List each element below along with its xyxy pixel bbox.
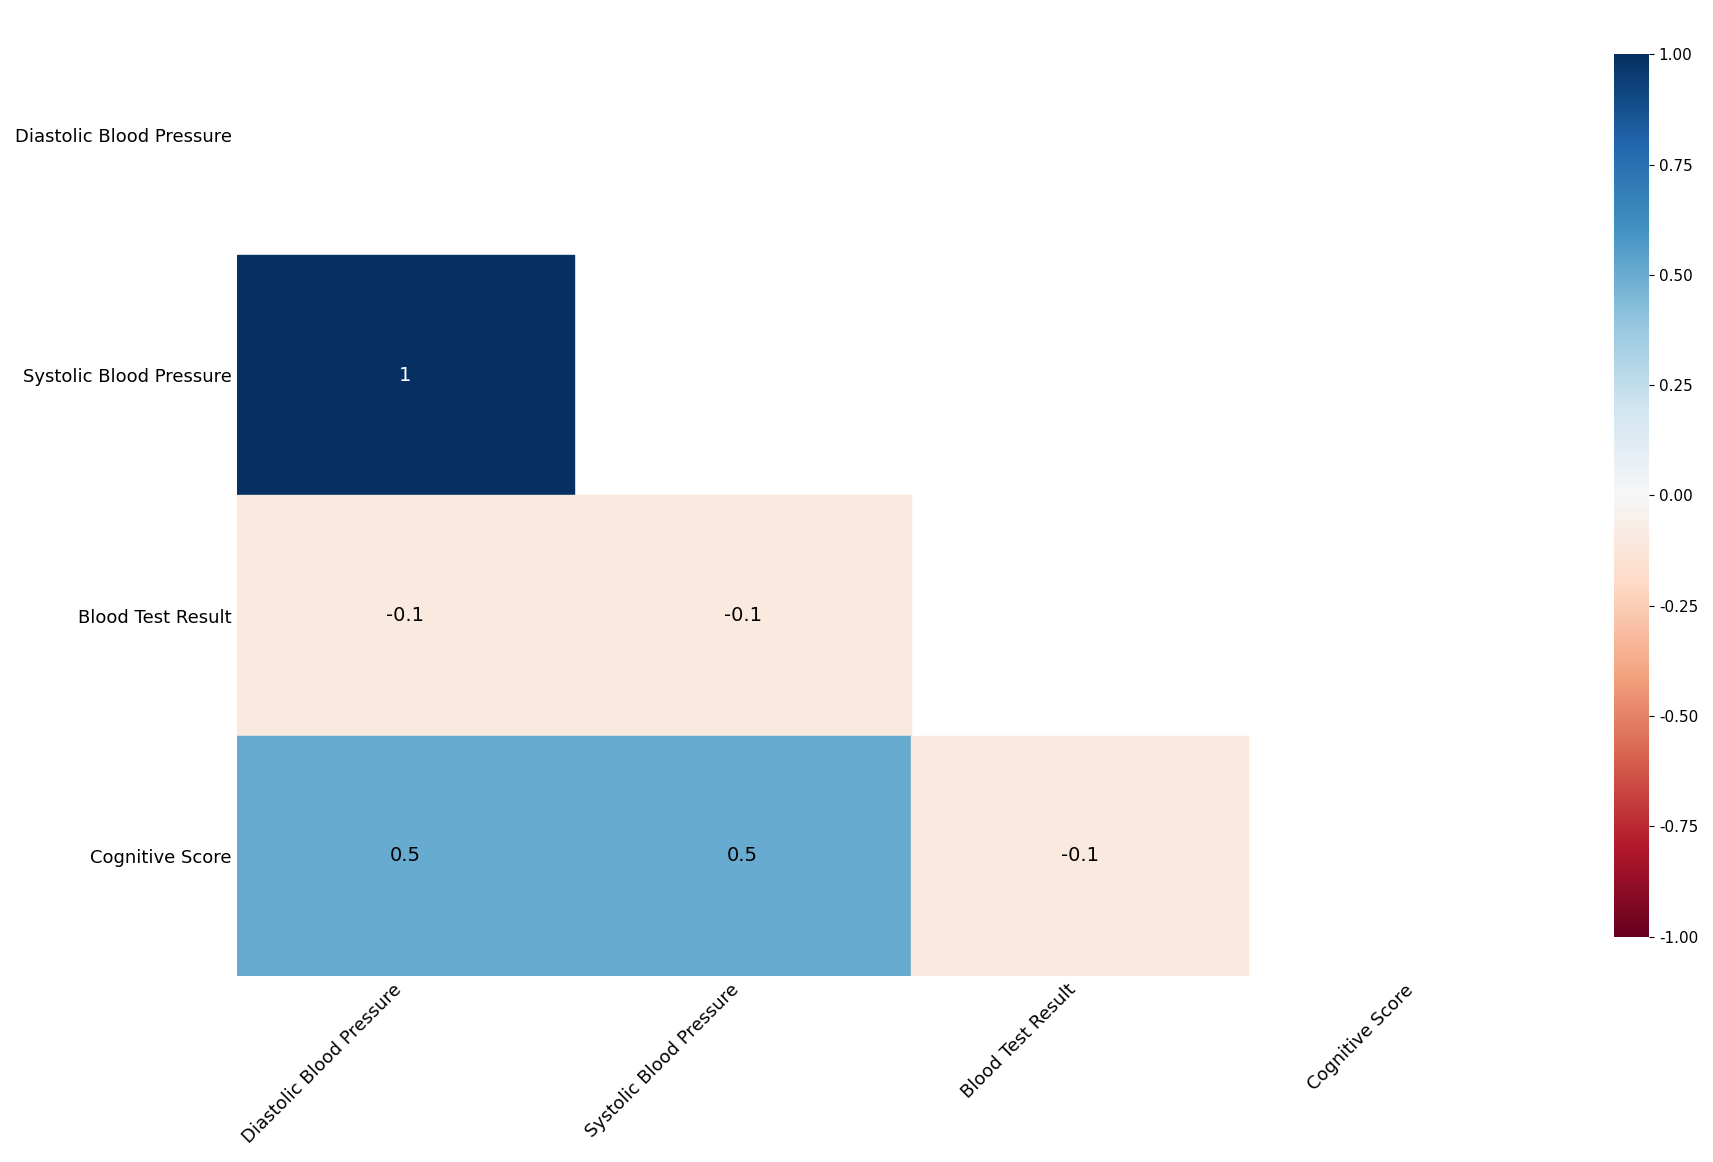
Bar: [236, 495, 574, 736]
Text: -0.1: -0.1: [1060, 846, 1098, 866]
Text: -0.1: -0.1: [387, 607, 425, 625]
Text: 0.5: 0.5: [391, 846, 421, 866]
Text: 0.5: 0.5: [726, 846, 759, 866]
Bar: [574, 736, 911, 976]
Bar: [236, 256, 574, 495]
Text: -0.1: -0.1: [723, 607, 762, 625]
Bar: [236, 736, 574, 976]
Bar: [911, 736, 1249, 976]
Text: 1: 1: [399, 366, 411, 385]
Bar: [574, 495, 911, 736]
